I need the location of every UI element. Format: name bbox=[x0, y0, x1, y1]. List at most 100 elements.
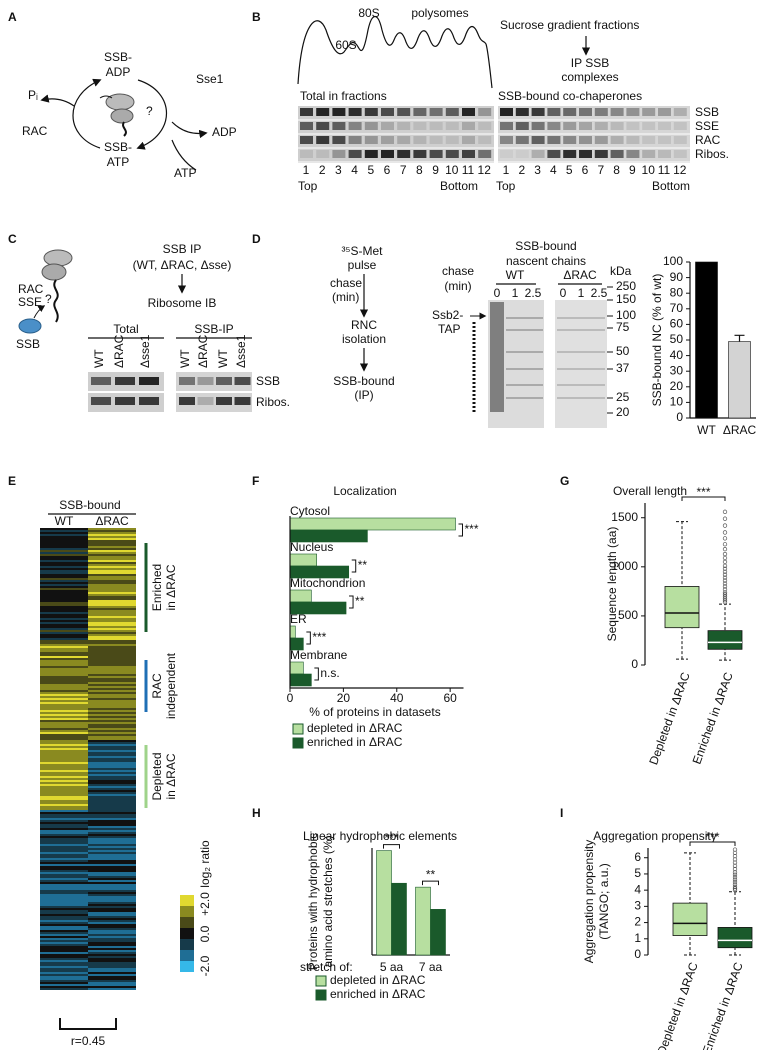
label: 5 bbox=[367, 163, 374, 177]
label: SSB- bbox=[104, 140, 132, 154]
heatmap-cell bbox=[88, 956, 136, 958]
band bbox=[610, 136, 624, 144]
heatmap-cell bbox=[40, 528, 88, 530]
y-tick-label: 4 bbox=[634, 882, 641, 896]
label: ADP bbox=[106, 65, 131, 79]
heatmap-cell bbox=[40, 704, 88, 706]
heatmap-cell bbox=[40, 616, 88, 618]
heatmap-cell bbox=[40, 934, 88, 936]
heatmap-cell bbox=[88, 924, 136, 926]
legend-label: enriched in ΔRAC bbox=[307, 735, 403, 749]
cycle-arrow bbox=[171, 121, 208, 139]
heatmap-cell bbox=[40, 756, 88, 758]
band bbox=[316, 108, 330, 116]
color-scale bbox=[180, 917, 194, 928]
nascent-chain bbox=[53, 279, 59, 323]
heatmap-cell bbox=[40, 610, 88, 612]
label: pulse bbox=[348, 258, 377, 272]
heatmap-cell bbox=[88, 746, 136, 748]
heatmap-cell bbox=[88, 954, 136, 956]
band bbox=[531, 122, 545, 130]
band bbox=[626, 108, 640, 116]
heatmap-cell bbox=[88, 752, 136, 754]
y-tick-label: 500 bbox=[618, 608, 638, 622]
outlier bbox=[732, 870, 738, 875]
heatmap-cell bbox=[88, 712, 136, 714]
bar bbox=[430, 909, 446, 956]
significance: *** bbox=[464, 522, 478, 536]
label: Sse1 bbox=[196, 72, 224, 86]
label: 4 bbox=[351, 163, 358, 177]
band bbox=[658, 122, 671, 130]
heatmap-cell bbox=[40, 976, 88, 978]
label: (min) bbox=[332, 290, 359, 304]
heatmap-cell bbox=[40, 734, 88, 736]
heatmap-cell bbox=[88, 556, 136, 558]
label: SSB-bound co-chaperones bbox=[498, 89, 642, 103]
band bbox=[397, 108, 411, 116]
label: (min) bbox=[444, 279, 471, 293]
heatmap-cell bbox=[40, 742, 88, 744]
heatmap-cell bbox=[88, 902, 136, 904]
heatmap-cell bbox=[40, 822, 88, 824]
heatmap-cell bbox=[88, 694, 136, 696]
significance-bracket bbox=[349, 595, 354, 609]
heatmap-cell bbox=[40, 952, 88, 954]
box bbox=[672, 902, 708, 936]
heatmap-cell bbox=[40, 576, 88, 578]
heatmap-cell bbox=[88, 916, 136, 918]
error-bar bbox=[734, 334, 745, 342]
outlier bbox=[722, 592, 728, 597]
heatmap-cell bbox=[40, 800, 88, 802]
heatmap-cell bbox=[40, 618, 88, 620]
label: 7 bbox=[597, 163, 604, 177]
color-scale bbox=[180, 950, 194, 961]
band bbox=[626, 122, 640, 130]
chart-title: Localization bbox=[333, 484, 396, 498]
heatmap-cell bbox=[40, 536, 88, 538]
significance-bracket bbox=[351, 559, 357, 573]
label: Sucrose gradient fractions bbox=[500, 18, 639, 32]
label: -2.0 bbox=[198, 955, 212, 976]
heatmap-cell bbox=[40, 710, 88, 712]
significance: ** bbox=[426, 867, 436, 881]
label: 1 bbox=[303, 163, 310, 177]
heatmap-cell bbox=[40, 570, 88, 572]
heatmap-cell bbox=[40, 818, 88, 820]
heatmap-cell bbox=[40, 930, 88, 932]
heatmap-cell bbox=[40, 856, 88, 858]
heatmap-cell bbox=[40, 936, 88, 938]
outlier bbox=[722, 566, 728, 571]
heatmap-cell bbox=[88, 782, 136, 784]
heatmap-cell bbox=[88, 926, 136, 928]
band bbox=[610, 122, 624, 130]
heatmap-cell bbox=[88, 750, 136, 752]
heatmap-cell bbox=[40, 882, 88, 884]
heatmap-cell bbox=[88, 646, 136, 648]
heatmap-cell bbox=[40, 852, 88, 854]
outlier bbox=[732, 875, 738, 880]
outlier bbox=[722, 523, 728, 528]
heatmap-cell bbox=[88, 908, 136, 910]
significance: *** bbox=[705, 830, 719, 844]
legend-swatch bbox=[315, 989, 327, 1001]
chart-title: Overall length bbox=[613, 484, 687, 498]
heatmap-cell bbox=[88, 608, 136, 610]
heatmap-cell bbox=[40, 604, 88, 606]
outlier bbox=[732, 872, 738, 877]
heatmap-cell bbox=[88, 594, 136, 596]
band bbox=[364, 150, 378, 158]
heatmap-cell bbox=[40, 978, 88, 980]
heatmap-cell bbox=[40, 938, 88, 940]
band bbox=[234, 397, 251, 405]
label: 2 bbox=[518, 163, 525, 177]
heatmap-cell bbox=[88, 860, 136, 862]
x-axis-label: % of proteins in datasets bbox=[309, 705, 440, 719]
heatmap-cell bbox=[88, 830, 136, 832]
heatmap-cell bbox=[40, 702, 88, 704]
heatmap-cell bbox=[40, 974, 88, 976]
heatmap-cell bbox=[40, 548, 88, 550]
band bbox=[445, 108, 459, 116]
label: ³⁵S-Met bbox=[342, 244, 384, 258]
band bbox=[332, 150, 346, 158]
